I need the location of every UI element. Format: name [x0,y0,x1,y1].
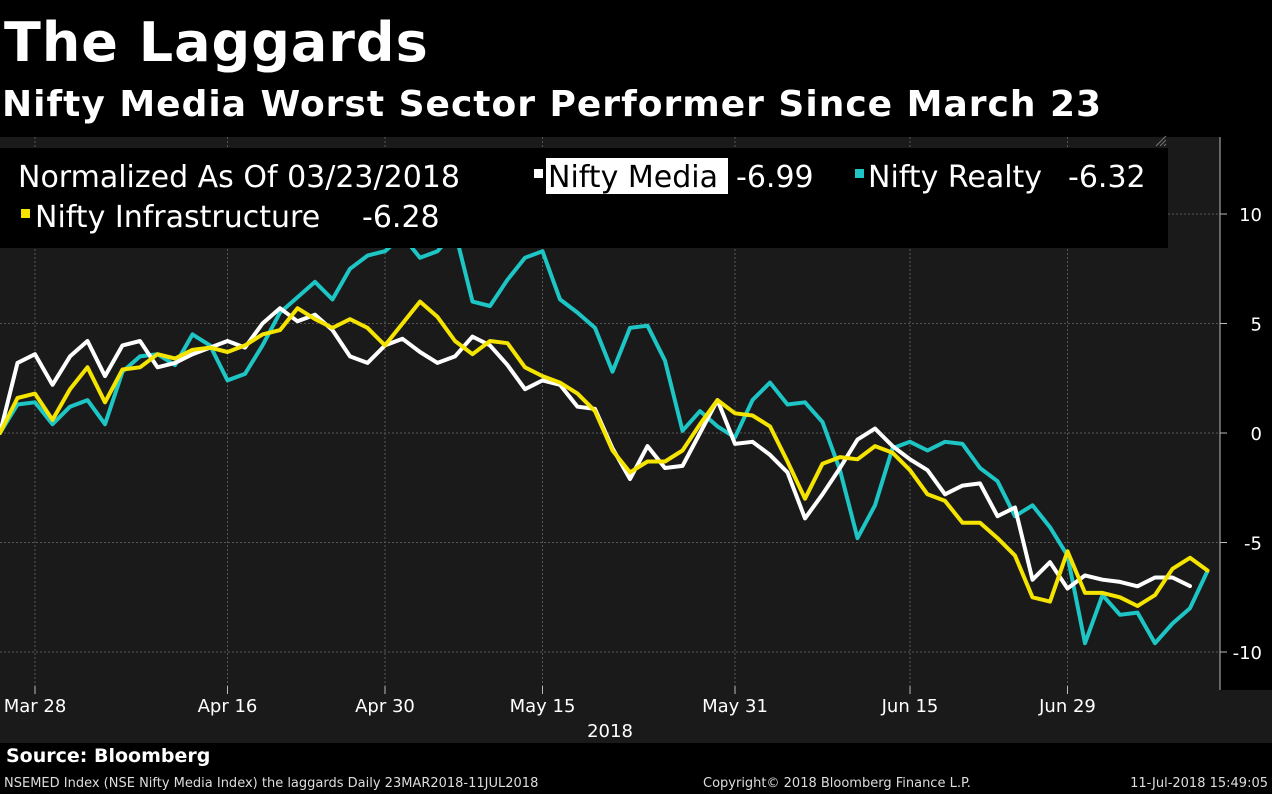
legend-value-media: -6.99 [736,160,814,195]
footer-timestamp: 11-Jul-2018 15:49:05 [1130,776,1268,791]
x-tick-label: Apr 30 [355,696,415,717]
legend-swatch-infrastructure [21,209,30,218]
legend: Normalized As Of 03/23/2018 Nifty Media … [0,148,1168,248]
legend-swatch-realty [855,169,864,178]
footer-copyright: Copyright© 2018 Bloomberg Finance L.P. [703,776,971,791]
chart-title: The Laggards [4,11,429,74]
x-tick-label: Apr 16 [198,696,258,717]
x-tick-label: Jun 15 [881,696,939,717]
legend-label-media: Nifty Media [548,160,718,195]
y-tick-label: 5 [1251,315,1262,336]
y-axis-ticks: 10 5 0 -5 -10 [1220,205,1262,664]
chart-subtitle: Nifty Media Worst Sector Performer Since… [2,84,1103,125]
x-tick-label: May 15 [510,696,576,717]
x-tick-label: Jun 29 [1038,696,1096,717]
source-note: Source: Bloomberg [6,745,211,767]
x-axis-year-label: 2018 [587,721,633,742]
x-tick-label: May 31 [702,696,768,717]
series-line-infrastructure [0,299,1210,608]
series-line-realty [0,229,1210,646]
legend-label-infrastructure: Nifty Infrastructure [35,200,320,235]
resize-grip-icon [1155,135,1167,147]
legend-swatch-media [534,169,543,178]
x-axis-ticks: Mar 28 Apr 16 Apr 30 May 15 May 31 Jun 15 Jun … [4,686,1096,717]
x-tick-label: Mar 28 [4,696,67,717]
footer-index-description: NSEMED Index (NSE Nifty Media Index) the… [4,776,539,791]
legend-value-realty: -6.32 [1068,160,1146,195]
legend-normalized-label: Normalized As Of 03/23/2018 [18,160,460,195]
legend-label-realty: Nifty Realty [868,160,1042,195]
y-tick-label: -5 [1244,534,1262,555]
footer-bar: NSEMED Index (NSE Nifty Media Index) the… [0,772,1272,794]
series-lines [0,229,1210,646]
y-tick-label: 10 [1239,205,1262,226]
y-tick-label: -10 [1233,643,1262,664]
y-tick-label: 0 [1251,424,1262,445]
legend-highlight-media [546,158,728,194]
x-axis-band [0,690,1272,743]
legend-value-infrastructure: -6.28 [362,200,440,235]
